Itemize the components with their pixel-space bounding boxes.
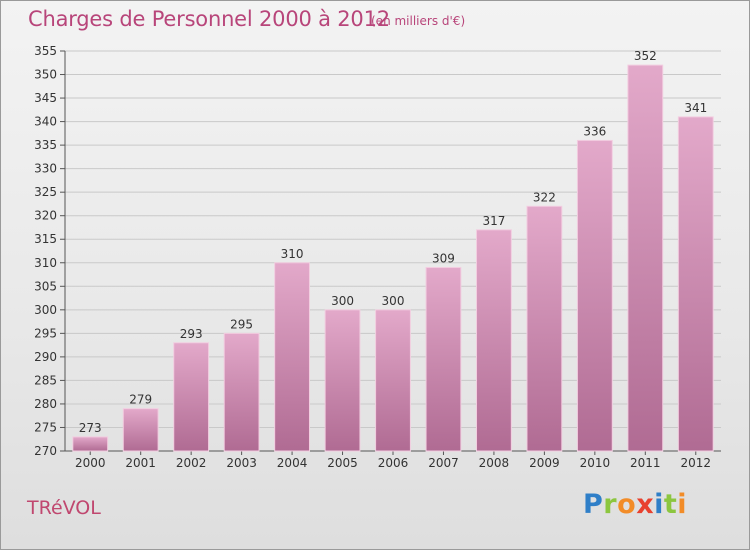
bar-2005	[324, 309, 361, 452]
y-tick-label: 275	[34, 420, 57, 434]
value-label: 295	[230, 317, 253, 331]
y-tick-label: 305	[34, 279, 57, 293]
x-tick-label: 2006	[378, 456, 409, 470]
value-label: 273	[79, 421, 102, 435]
y-tick-label: 310	[34, 256, 57, 270]
bars	[72, 64, 714, 452]
value-label: 309	[432, 251, 455, 265]
value-label: 293	[180, 327, 203, 341]
x-tick-label: 2007	[428, 456, 459, 470]
x-tick-label: 2004	[277, 456, 308, 470]
place-name: TRéVOL	[27, 497, 101, 519]
y-tick-label: 290	[34, 350, 57, 364]
x-tick-label: 2000	[75, 456, 106, 470]
proxiti-logo[interactable]: Proxiti	[583, 489, 687, 520]
y-tick-label: 330	[34, 162, 57, 176]
bar-2011	[627, 64, 664, 452]
logo-letter: P	[583, 489, 604, 520]
logo-letter: t	[663, 489, 678, 520]
value-label: 322	[533, 190, 556, 204]
logo-letter: i	[654, 489, 664, 520]
x-tick-label: 2005	[327, 456, 358, 470]
y-tick-label: 345	[34, 91, 57, 105]
x-tick-label: 2010	[580, 456, 611, 470]
value-label: 300	[331, 294, 354, 308]
x-tick-label: 2002	[176, 456, 207, 470]
logo-letter: o	[617, 489, 637, 520]
logo-letter: x	[636, 489, 655, 520]
logo-letter: r	[603, 489, 618, 520]
x-tick-label: 2008	[479, 456, 510, 470]
value-label: 279	[129, 393, 152, 407]
y-tick-label: 325	[34, 185, 57, 199]
x-tick-label: 2001	[125, 456, 156, 470]
bar-2007	[425, 266, 462, 452]
y-tick-label: 335	[34, 138, 57, 152]
chart-subtitle: (en milliers d'€)	[371, 14, 466, 28]
bar-2012	[677, 116, 714, 452]
logo-letter: i	[677, 489, 688, 520]
chart-title: Charges de Personnel 2000 à 2012	[28, 7, 390, 31]
labels: 270 275 280 285 290 295 300 305 310 315 320 325 330 3…	[34, 44, 711, 470]
bar-2006	[375, 309, 411, 452]
value-label: 352	[634, 49, 657, 63]
y-tick-label: 350	[34, 68, 57, 82]
value-label: 336	[583, 124, 606, 138]
y-tick-label: 280	[34, 397, 57, 411]
bar-2000	[72, 436, 109, 452]
bar-2004	[274, 262, 310, 452]
bar-2008	[476, 229, 512, 452]
bar-2003	[223, 332, 260, 452]
x-tick-label: 2011	[630, 456, 661, 470]
value-label: 317	[482, 214, 505, 228]
y-tick-label: 285	[34, 373, 57, 387]
y-tick-label: 315	[34, 232, 57, 246]
value-label: 300	[382, 294, 405, 308]
bar-2009	[526, 205, 563, 452]
y-tick-label: 355	[34, 44, 57, 58]
bar-2002	[173, 342, 210, 452]
y-tick-label: 320	[34, 209, 57, 223]
y-tick-label: 340	[34, 115, 57, 129]
x-tick-label: 2009	[529, 456, 560, 470]
x-tick-label: 2012	[680, 456, 711, 470]
y-tick-label: 270	[34, 444, 57, 458]
value-label: 310	[281, 247, 304, 261]
bar-2010	[576, 139, 613, 452]
value-label: 341	[684, 101, 707, 115]
y-tick-label: 295	[34, 326, 57, 340]
y-tick-label: 300	[34, 303, 57, 317]
bar-2001	[122, 408, 159, 452]
x-tick-label: 2003	[226, 456, 257, 470]
